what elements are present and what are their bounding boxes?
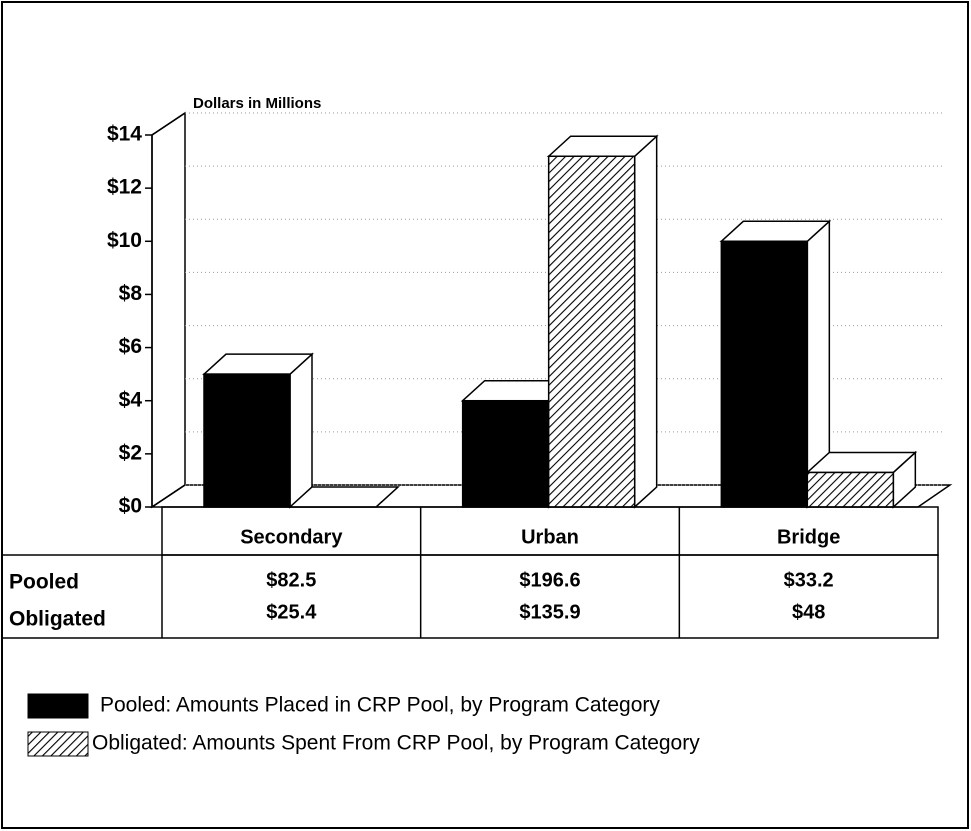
y-tick-label: $0 xyxy=(119,495,142,518)
table-cell: $48 xyxy=(792,601,825,623)
x-tick-label: Secondary xyxy=(240,526,343,548)
table-row-label: Pooled xyxy=(9,571,79,594)
bar xyxy=(720,240,809,508)
wall-tick xyxy=(151,484,186,508)
table-body-box xyxy=(1,554,939,639)
wall-tick xyxy=(151,112,186,136)
bar-side xyxy=(633,134,658,509)
bar xyxy=(203,373,291,508)
legend-label: Obligated: Amounts Spent From CRP Pool, … xyxy=(92,732,700,755)
y-tick-label: $4 xyxy=(119,388,143,411)
table-row-label: Obligated xyxy=(9,608,106,631)
legend-swatch xyxy=(27,693,89,719)
y-tick-label: $6 xyxy=(119,335,142,358)
legend-label: Pooled: Amounts Placed in CRP Pool, by P… xyxy=(100,694,660,717)
table-cell: $82.5 xyxy=(266,569,316,591)
y-tick-label: $10 xyxy=(107,229,142,252)
bar xyxy=(461,399,550,508)
y-tick-label: $8 xyxy=(119,282,143,305)
bar xyxy=(806,471,895,508)
x-tick-label: Urban xyxy=(521,526,579,548)
x-tick-label: Bridge xyxy=(777,526,840,548)
table-cell: $135.9 xyxy=(519,601,580,623)
bar-side xyxy=(289,352,313,509)
y-tick-label: $12 xyxy=(107,176,142,199)
bar xyxy=(547,155,636,508)
legend-swatch xyxy=(27,731,89,757)
y-tick-label: $2 xyxy=(119,441,142,464)
table-cell: $25.4 xyxy=(266,601,317,623)
y-axis-label: Dollars in Millions xyxy=(193,95,321,112)
left-wall xyxy=(151,111,186,509)
table-cell: $33.2 xyxy=(784,569,834,591)
y-tick-label: $14 xyxy=(107,123,142,146)
table-cell: $196.6 xyxy=(519,569,580,591)
